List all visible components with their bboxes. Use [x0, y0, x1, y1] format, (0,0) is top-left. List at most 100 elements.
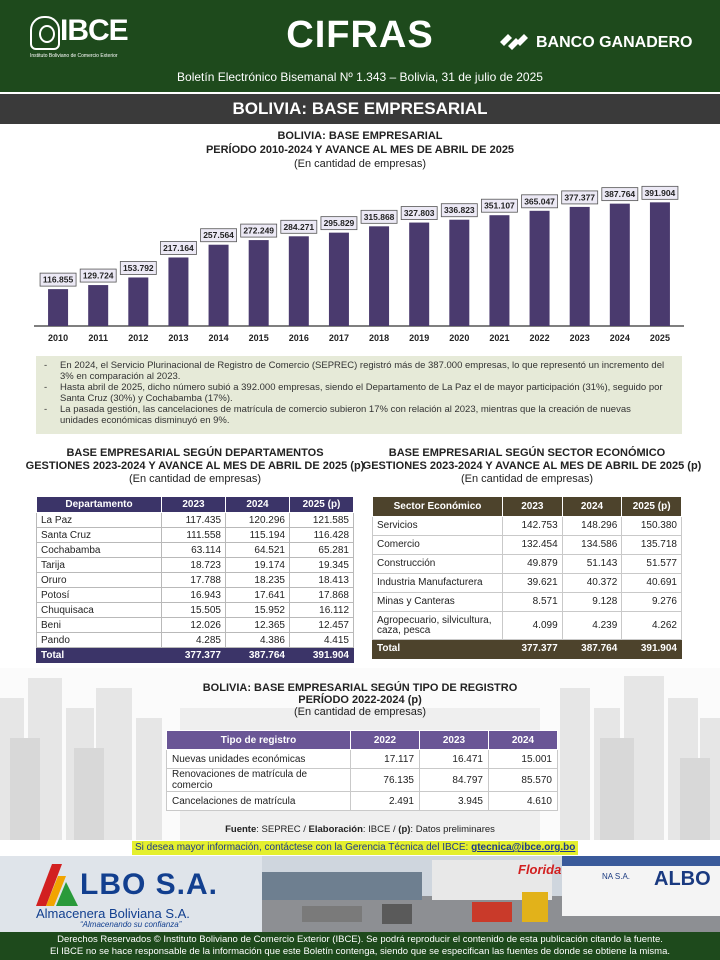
data-label: 377.377: [564, 192, 595, 202]
table-row: Minas y Canteras 8.571 9.128 9.276: [372, 592, 682, 612]
chart-bar-2011: [88, 285, 109, 326]
data-label-box: [160, 241, 197, 255]
dept-table: Departamento 2023 2024 2025 (p) La Paz 11…: [36, 496, 354, 663]
chart-bar-2013: [168, 257, 189, 326]
sector-table-subtitle: (En cantidad de empresas): [460, 473, 594, 485]
albo-company: Almacenera Boliviana S.A.: [36, 906, 190, 921]
column-header: Departamento: [36, 496, 162, 513]
column-header: 2022: [350, 730, 420, 750]
truck-text: Florida: [518, 862, 562, 877]
data-label: 284.271: [283, 222, 314, 232]
data-label: 116.855: [43, 275, 74, 285]
data-label-box: [360, 209, 398, 224]
chart-bar-2016: [288, 236, 309, 326]
wall-text: ALBO: [654, 868, 711, 890]
albo-tagline: “Almacenando su confianza”: [80, 920, 182, 929]
x-tick-label: 2016: [289, 333, 309, 343]
table-total-row: Total 377.377 387.764 391.904: [36, 647, 354, 663]
data-label: 153.792: [123, 263, 154, 273]
data-label-box: [521, 194, 558, 209]
x-tick-label: 2023: [570, 333, 590, 343]
x-tick-label: 2013: [168, 333, 188, 343]
footer-line1: Derechos Reservados © Instituto Bolivian…: [57, 934, 663, 945]
column-header: 2024: [488, 730, 558, 750]
data-label-box: [280, 219, 318, 234]
registry-table: Tipo de registro 2022 2023 2024 Nuevas u…: [166, 730, 558, 811]
x-tick-label: 2018: [369, 333, 389, 343]
table-total-row: Total 377.377 387.764 391.904: [372, 639, 682, 659]
sector-table-title2: GESTIONES 2023-2024 Y AVANCE AL MES DE A…: [362, 460, 702, 472]
chart-bar-2019: [409, 222, 430, 326]
data-label: 129.724: [83, 271, 114, 281]
chart-bar-2014: [208, 244, 229, 326]
key-findings: - En 2024, el Servicio Plurinacional de R…: [36, 356, 682, 434]
table-row: Nuevas unidades económicas 17.117 16.471 15…: [166, 749, 558, 769]
chart-bar-2021: [489, 215, 510, 326]
table-row: Comercio 132.454 134.586 135.718: [372, 535, 682, 555]
table-row: Chuquisaca 15.505 15.952 16.112: [36, 602, 354, 618]
x-tick-label: 2025: [650, 333, 670, 343]
data-label: 315.868: [364, 212, 395, 222]
column-header: 2023: [502, 496, 563, 517]
dept-table-title1: BASE EMPRESARIAL SEGÚN DEPARTAMENTOS: [66, 447, 324, 459]
table-row: Oruro 17.788 18.235 18.413: [36, 572, 354, 588]
table-row: Servicios 142.753 148.296 150.380: [372, 516, 682, 536]
data-label: 217.164: [163, 243, 194, 253]
x-tick-label: 2021: [489, 333, 509, 343]
albo-a-logo-icon: [36, 864, 78, 906]
chart-bar-2012: [128, 277, 149, 326]
column-header: 2023: [419, 730, 489, 750]
column-header: 2024: [561, 496, 623, 517]
albo-advertisement[interactable]: LBO S.A. Almacenera Boliviana S.A. “Alma…: [0, 856, 720, 932]
chart-bar-2022: [529, 210, 550, 326]
data-label: 351.107: [484, 201, 515, 211]
chart-bar-2010: [48, 289, 69, 326]
footer: Derechos Reservados © Instituto Bolivian…: [0, 932, 720, 960]
header: IBCE Instituto Boliviano de Comercio Ext…: [0, 0, 720, 92]
data-label: 336.823: [444, 205, 475, 215]
chart-bar-2025: [649, 202, 670, 326]
chart-bar-2015: [248, 240, 269, 326]
table-row: Industria Manufacturera 39.621 40.372 40.69…: [372, 573, 682, 593]
source-note: Fuente: SEPREC / Elaboración: IBCE / (p)…: [225, 824, 495, 835]
note-item: - La pasada gestión, las cancelaciones de…: [44, 404, 631, 426]
data-label-box: [39, 272, 77, 287]
bulletin-info: Boletín Electrónico Bisemanal Nº 1.343 –…: [177, 70, 543, 84]
data-label-box: [601, 187, 639, 202]
sponsor-name: BANCO GANADERO: [536, 34, 693, 51]
column-header: 2025 (p): [289, 496, 354, 513]
column-header: 2023: [161, 496, 226, 513]
note-item: - En 2024, el Servicio Plurinacional de R…: [44, 360, 665, 382]
data-label-box: [200, 228, 237, 243]
x-tick-label: 2020: [449, 333, 469, 343]
sector-table-title1: BASE EMPRESARIAL SEGÚN SECTOR ECONÓMICO: [388, 447, 666, 459]
chart-title-line2: PERÍODO 2010-2024 Y AVANCE AL MES DE ABR…: [205, 144, 515, 156]
table-row: Tarija 18.723 19.174 19.345: [36, 557, 354, 573]
column-header: 2025 (p): [621, 496, 682, 517]
chart-title-line1: BOLIVIA: BASE EMPRESARIAL: [277, 130, 443, 142]
table-row: Cochabamba 63.114 64.521 65.281: [36, 542, 354, 558]
x-tick-label: 2024: [610, 333, 630, 343]
column-header: Tipo de registro: [166, 730, 351, 750]
chart-subtitle: (En cantidad de empresas): [293, 158, 427, 170]
table-row: Potosí 16.943 17.641 17.868: [36, 587, 354, 603]
chart-bar-2018: [369, 226, 390, 326]
x-tick-label: 2019: [409, 333, 429, 343]
banco-ganadero-mark-icon: [500, 34, 528, 50]
data-label: 327.803: [404, 208, 435, 218]
registry-table-title1: BOLIVIA: BASE EMPRESARIAL SEGÚN TIPO DE …: [202, 682, 518, 694]
x-tick-label: 2011: [88, 333, 108, 343]
data-label-box: [240, 223, 278, 238]
section-title: BOLIVIA: BASE EMPRESARIAL: [0, 94, 720, 124]
data-label: 387.764: [604, 189, 635, 199]
data-label: 272.249: [243, 226, 274, 236]
data-label: 365.047: [524, 196, 555, 206]
x-tick-label: 2014: [209, 333, 229, 343]
x-tick-label: 2017: [329, 333, 349, 343]
table-row: La Paz 117.435 120.296 121.585: [36, 512, 354, 528]
dept-table-subtitle: (En cantidad de empresas): [128, 473, 262, 485]
contact-email-link[interactable]: gtecnica@ibce.org.bo: [471, 842, 576, 853]
x-tick-label: 2012: [128, 333, 148, 343]
ibce-logo[interactable]: IBCE Instituto Boliviano de Comercio Ext…: [30, 12, 130, 60]
wall-small-text: NA S.A.: [602, 872, 631, 881]
